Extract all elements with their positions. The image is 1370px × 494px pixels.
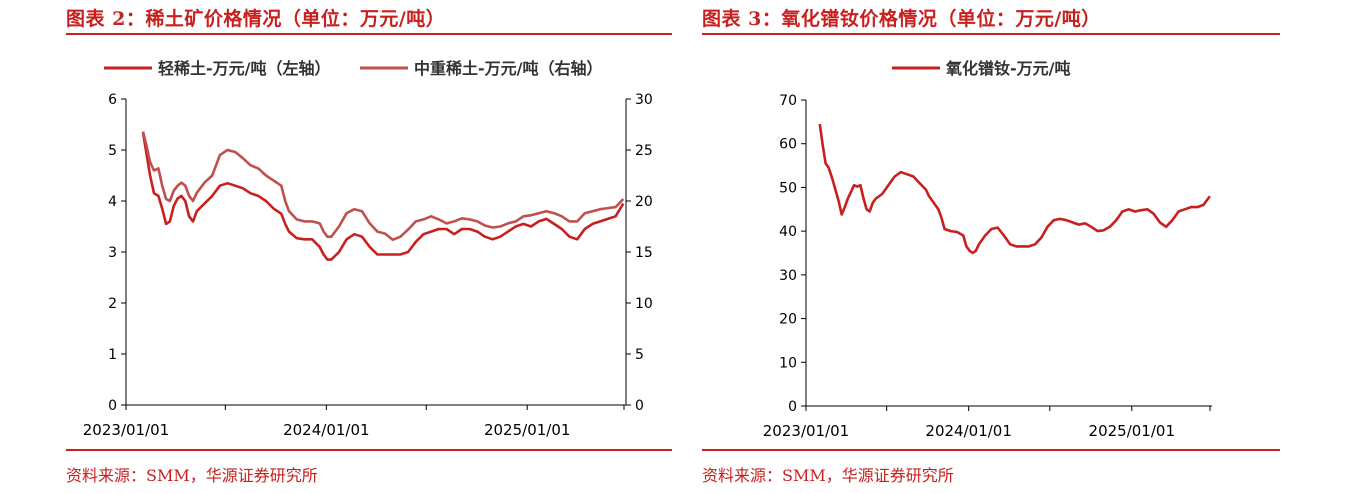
right-y-tick-label-left: 0 bbox=[788, 399, 797, 415]
left-y-tick-label-right: 20 bbox=[635, 194, 653, 210]
left-y-tick-label-left: 2 bbox=[108, 296, 117, 312]
right-legend-label-1: 氧化镨钕-万元/吨 bbox=[945, 59, 1071, 78]
left-source-rule bbox=[66, 449, 672, 451]
right-y-tick-label-left: 60 bbox=[779, 137, 797, 153]
left-title-rule bbox=[66, 33, 672, 35]
left-y-tick-label-right: 0 bbox=[635, 398, 644, 414]
left-y-tick-label-right: 30 bbox=[635, 92, 653, 108]
right-y-tick-label-left: 30 bbox=[779, 268, 797, 284]
right-panel: 图表 3：氧化镨钕价格情况（单位：万元/吨） 资料来源：SMM，华源证券研究所 bbox=[702, 0, 1280, 494]
left-y-tick-label-right: 15 bbox=[635, 245, 653, 261]
left-series-line-1 bbox=[141, 131, 625, 261]
right-x-tick-label: 2024/01/01 bbox=[925, 422, 1011, 440]
left-y-tick-label-left: 6 bbox=[108, 92, 117, 108]
left-x-tick-label: 2024/01/01 bbox=[283, 421, 369, 439]
left-x-tick-label: 2025/01/01 bbox=[484, 421, 570, 439]
right-y-tick-label-left: 10 bbox=[779, 355, 797, 371]
right-x-tick-label: 2025/01/01 bbox=[1089, 422, 1175, 440]
right-source-rule bbox=[702, 449, 1280, 451]
right-title-rule bbox=[702, 33, 1280, 35]
right-chart-title: 图表 3：氧化镨钕价格情况（单位：万元/吨） bbox=[702, 8, 1101, 30]
right-y-tick-label-left: 20 bbox=[779, 312, 797, 328]
left-y-tick-label-left: 5 bbox=[108, 143, 117, 159]
left-y-tick-label-left: 3 bbox=[108, 245, 117, 261]
right-y-tick-label-left: 50 bbox=[779, 180, 797, 196]
right-x-tick-label: 2023/01/01 bbox=[763, 422, 849, 440]
left-source-note: 资料来源：SMM，华源证券研究所 bbox=[66, 466, 318, 485]
left-y-tick-label-right: 10 bbox=[635, 296, 653, 312]
left-y-tick-label-left: 1 bbox=[108, 347, 117, 363]
left-y-tick-label-left: 4 bbox=[108, 194, 117, 210]
left-y-tick-label-left: 0 bbox=[108, 398, 117, 414]
right-y-tick-label-left: 40 bbox=[779, 224, 797, 240]
right-y-tick-label-left: 70 bbox=[779, 93, 797, 109]
left-series-line-2 bbox=[141, 131, 625, 242]
left-chart-title: 图表 2：稀土矿价格情况（单位：万元/吨） bbox=[66, 8, 446, 30]
left-y-tick-label-right: 25 bbox=[635, 143, 653, 159]
left-panel: 图表 2：稀土矿价格情况（单位：万元/吨） 资料来源：SMM，华源证券研究所 bbox=[66, 0, 672, 494]
left-legend-label-1: 轻稀土-万元/吨（左轴） bbox=[158, 59, 331, 78]
left-x-tick-label: 2023/01/01 bbox=[83, 421, 169, 439]
left-y-tick-label-right: 5 bbox=[635, 347, 644, 363]
right-series-line-1 bbox=[818, 123, 1211, 255]
right-source-note: 资料来源：SMM，华源证券研究所 bbox=[702, 466, 954, 485]
left-legend-label-2: 中重稀土-万元/吨（右轴） bbox=[414, 59, 603, 78]
